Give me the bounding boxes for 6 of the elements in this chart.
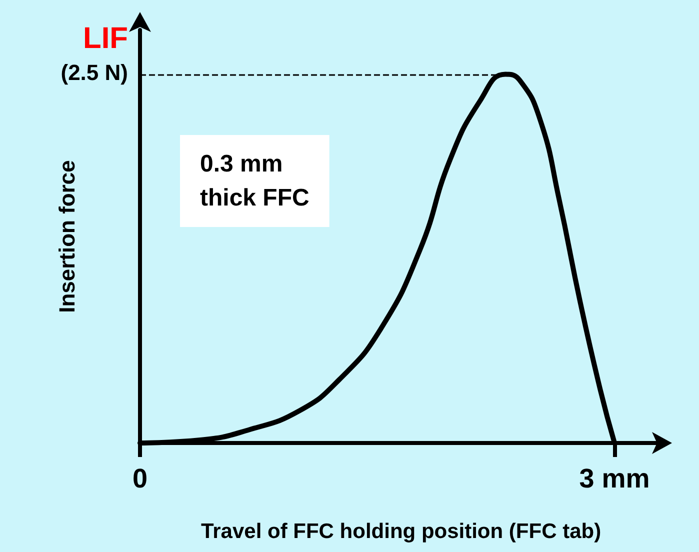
x-tick-label: 0 (132, 464, 148, 494)
x-axis-title: Travel of FFC holding position (FFC tab) (200, 520, 602, 543)
annotation: 0.3 mm thick FFC (200, 150, 310, 212)
y-axis-title: Insertion force (54, 160, 80, 313)
x-tick-label: 3 mm (579, 464, 650, 494)
annotation: LIF (2.5 N) (60, 22, 128, 85)
